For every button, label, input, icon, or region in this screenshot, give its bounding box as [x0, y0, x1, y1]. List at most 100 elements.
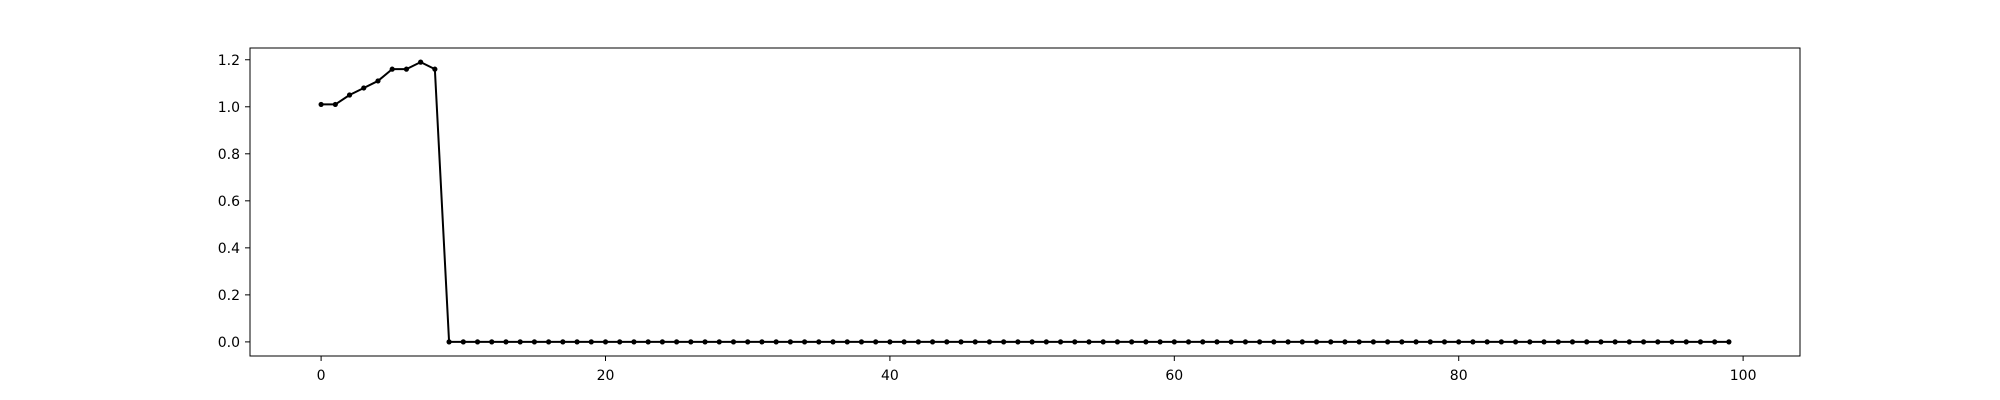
series-line [321, 61, 1729, 343]
y-tick-label: 1.0 [218, 100, 240, 116]
y-tick-label: 1.2 [218, 53, 240, 69]
data-point [1626, 339, 1632, 345]
data-point [346, 92, 353, 98]
data-point [631, 339, 637, 345]
data-point [1043, 339, 1049, 345]
data-point [617, 339, 623, 345]
data-point [1456, 339, 1462, 345]
x-tick-label: 40 [881, 368, 899, 384]
data-point [432, 66, 438, 72]
y-tick-label: 0.0 [218, 335, 240, 351]
data-point [1413, 339, 1419, 345]
data-point [1498, 339, 1504, 345]
data-point [1114, 339, 1121, 345]
data-point [418, 59, 424, 65]
data-point [446, 339, 452, 345]
data-point [1598, 339, 1604, 345]
data-point [517, 339, 523, 345]
data-point [1299, 339, 1305, 345]
data-point [1569, 339, 1576, 345]
data-point [986, 339, 993, 345]
data-point [1242, 339, 1249, 345]
data-point [474, 339, 481, 345]
data-point [1584, 339, 1590, 345]
data-point [873, 339, 879, 345]
data-point [1441, 339, 1448, 345]
data-point [1669, 339, 1675, 345]
data-point [1726, 339, 1732, 345]
data-point [844, 339, 850, 345]
data-point [816, 339, 822, 345]
data-point [688, 339, 694, 345]
data-point [1015, 339, 1021, 345]
data-point [1257, 339, 1263, 345]
data-point [915, 339, 921, 345]
data-point [702, 339, 708, 345]
data-point [1171, 339, 1177, 345]
y-tick-label: 0.2 [218, 288, 240, 304]
data-point [602, 339, 609, 345]
data-point [1086, 339, 1092, 345]
data-point [375, 78, 381, 84]
data-point [1399, 339, 1405, 345]
data-point [1697, 339, 1704, 345]
data-point [1683, 339, 1689, 345]
data-point [1185, 339, 1192, 345]
data-point [659, 339, 665, 345]
data-point [1370, 339, 1376, 345]
data-point [674, 339, 680, 345]
data-point [1328, 339, 1334, 345]
data-point [403, 66, 410, 72]
data-point [389, 66, 395, 72]
data-point [944, 339, 950, 345]
data-point [858, 339, 865, 345]
data-point [1712, 339, 1718, 345]
data-point [574, 339, 580, 345]
data-point [503, 339, 509, 345]
data-point [318, 101, 324, 108]
data-point [1129, 339, 1135, 345]
data-point [1470, 339, 1476, 345]
data-point [1029, 339, 1035, 345]
data-point [1100, 339, 1106, 345]
data-point [1228, 339, 1234, 345]
data-point [887, 339, 893, 345]
y-axis: 0.0 0.2 0.4 0.6 0.8 1.0 1.2 [218, 53, 250, 351]
data-point [1271, 339, 1277, 345]
series-layer [318, 59, 1732, 345]
data-point [745, 339, 751, 345]
data-point [830, 339, 836, 345]
data-point [972, 339, 978, 345]
data-point [1200, 339, 1206, 345]
data-point [901, 339, 907, 345]
x-tick-label: 100 [1730, 368, 1757, 384]
data-point [1385, 339, 1391, 345]
data-point [1143, 339, 1149, 345]
data-point [460, 339, 466, 345]
data-point [1512, 339, 1519, 345]
data-point [1342, 339, 1348, 345]
plot-frame [249, 47, 1801, 357]
data-point [1427, 339, 1433, 345]
data-point [588, 339, 594, 345]
data-point [1484, 339, 1490, 345]
data-point [546, 339, 552, 345]
data-point [759, 339, 765, 345]
data-point [332, 101, 338, 108]
x-axis: 0 20 40 60 80 100 [317, 356, 1757, 384]
data-point [716, 339, 722, 345]
data-point [1001, 339, 1007, 345]
y-tick-label: 0.8 [218, 147, 240, 163]
data-point [1555, 339, 1561, 345]
data-point [929, 339, 936, 345]
data-point [773, 339, 779, 345]
data-point [1541, 339, 1547, 345]
data-point [1057, 339, 1064, 345]
data-point [958, 339, 964, 345]
data-point [645, 339, 651, 345]
x-tick-label: 60 [1165, 368, 1183, 384]
data-point [1313, 339, 1320, 345]
data-point [730, 339, 737, 345]
data-point [1356, 339, 1362, 345]
